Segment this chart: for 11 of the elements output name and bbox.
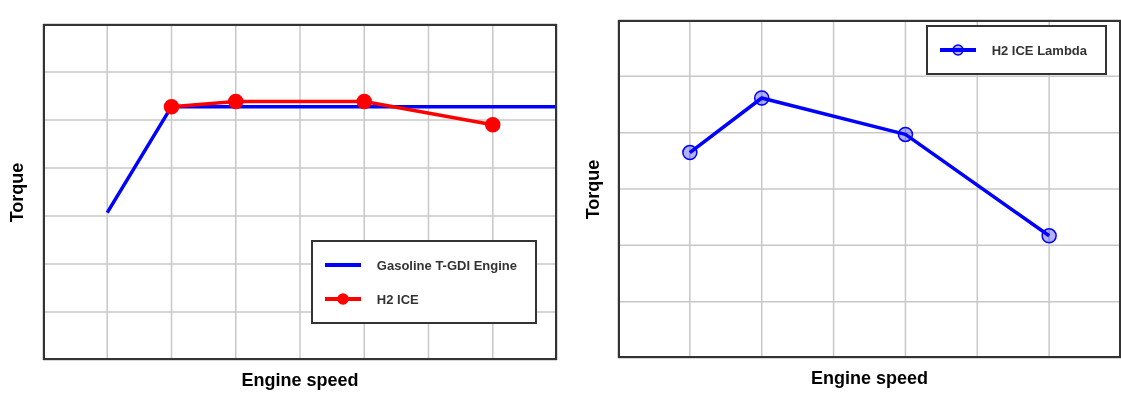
y-axis-title: Torque [7,162,28,222]
point [753,90,770,106]
legend-label: H2 ICE Lambda [991,42,1087,58]
x-axis-title: Engine speed [810,368,929,389]
point [1041,228,1057,244]
point [897,126,914,143]
legend-label: Gasoline T-GDI Engine [376,257,517,273]
legend-label: H2 ICE [376,291,419,307]
point [682,144,698,161]
y-axis-title: Torque [583,159,605,219]
x-axis-title: Engine speed [240,370,360,391]
